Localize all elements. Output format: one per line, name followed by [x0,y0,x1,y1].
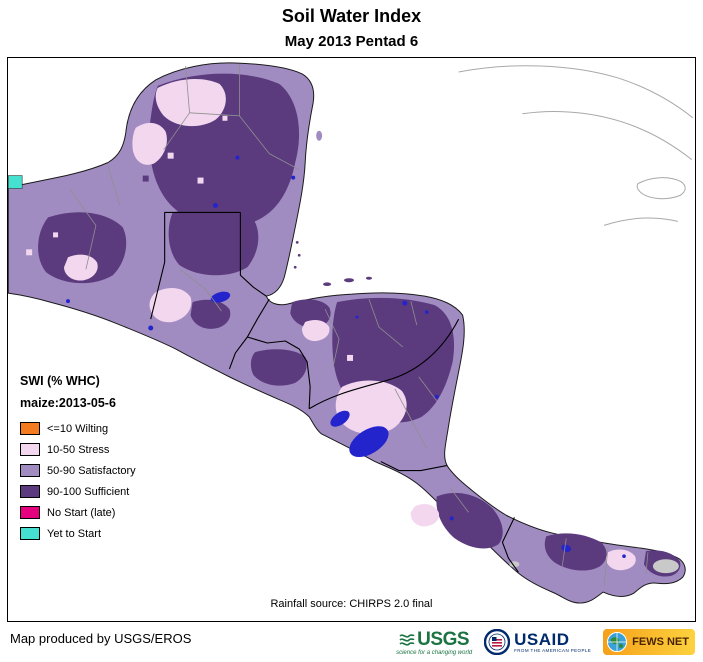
usgs-logo-text: USGS [417,628,470,650]
caribbean-coastlines-gray [458,65,694,226]
legend-item: 50-90 Satisfactory [20,464,136,477]
legend-swatch [20,422,40,435]
usaid-logo-text: USAID [514,629,570,649]
legend-swatch [20,464,40,477]
legend-title: SWI (% WHC) [20,374,100,388]
legend-item: Yet to Start [20,527,136,540]
country-borders [150,211,519,573]
map-svg [8,62,694,604]
region-yet-to-start [8,175,23,189]
usgs-logo: USGS science for a changing world [396,629,472,656]
regions-stress [26,78,636,571]
legend-item: 10-50 Stress [20,443,136,456]
legend-item-label: <=10 Wilting [47,422,109,435]
legend-item: <=10 Wilting [20,422,136,435]
legend-swatch [20,485,40,498]
page-subtitle: May 2013 Pentad 6 [284,33,419,50]
legend-subtitle: maize:2013-05-6 [20,396,116,410]
admin-borders [69,63,649,587]
fewsnet-globe-icon [607,632,628,652]
fewsnet-logo-text: FEWS NET [632,636,689,648]
usgs-logo-tagline: science for a changing world [396,649,473,656]
legend-swatch [20,527,40,540]
legend-item-label: 10-50 Stress [47,443,110,456]
map-frame: SWI (% WHC) maize:2013-05-6 <=10 Wilting… [7,57,696,622]
legend-item-label: Yet to Start [47,527,102,540]
legend-item-label: 90-100 Sufficient [47,485,130,498]
lakes [66,155,626,559]
usaid-logo-tagline: FROM THE AMERICAN PEOPLE [514,647,592,653]
legend: SWI (% WHC) maize:2013-05-6 <=10 Wilting… [20,374,136,548]
legend-item: 90-100 Sufficient [20,485,136,498]
legend-item-label: 50-90 Satisfactory [47,464,136,477]
rainfall-source-label: Rainfall source: CHIRPS 2.0 final [270,598,433,610]
legend-item: No Start (late) [20,506,136,519]
usgs-wordmark: USGS [399,628,470,651]
legend-items: <=10 Wilting 10-50 Stress 50-90 Satisfacto… [20,422,136,540]
footer-logos: USGS science for a changing world USAID … [396,624,695,660]
page-title: Soil Water Index [281,6,422,26]
legend-swatch [20,506,40,519]
footer-credit: Map produced by USGS/EROS [10,631,192,646]
legend-swatch [20,443,40,456]
usaid-seal-icon [484,629,511,655]
usaid-logo: USAID FROM THE AMERICAN PEOPLE [484,629,591,655]
regions-sufficient [38,73,681,577]
fewsnet-logo: FEWS NET [603,629,695,655]
legend-item-label: No Start (late) [47,506,116,519]
usgs-wave-icon [399,633,415,646]
